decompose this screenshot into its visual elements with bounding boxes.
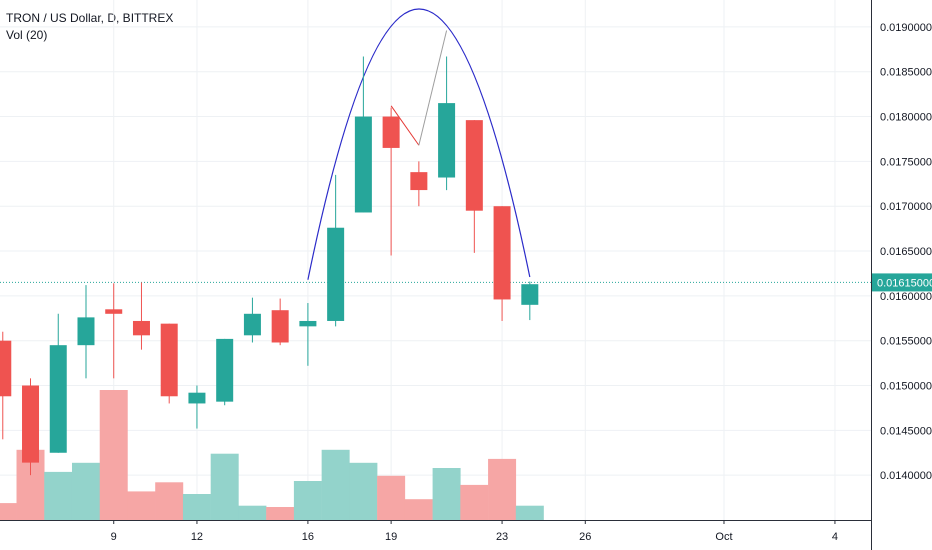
candle	[354, 56, 372, 213]
volume-bar	[321, 449, 350, 520]
candle-body	[132, 320, 150, 336]
x-tick-label: 16	[302, 531, 314, 543]
current-price-badge	[872, 273, 932, 292]
candle	[382, 107, 400, 256]
candle	[493, 206, 511, 321]
volume-bar	[44, 471, 73, 520]
candle-body	[105, 309, 123, 314]
candle	[327, 174, 345, 327]
candle-body	[243, 313, 261, 336]
volume-bar	[127, 491, 156, 520]
volume-bar	[460, 484, 489, 520]
candle-body	[382, 116, 400, 148]
candle-body	[160, 323, 178, 397]
candle-body	[271, 310, 289, 343]
x-tick-label: 26	[579, 531, 591, 543]
arc-drawing	[307, 8, 531, 280]
x-tick-label: 9	[111, 531, 117, 543]
candle	[77, 285, 95, 379]
drawing-annotations	[0, 8, 871, 283]
candle	[188, 385, 206, 429]
candlesticks	[0, 56, 539, 476]
volume-bar	[99, 390, 128, 520]
candle	[465, 120, 483, 253]
candle	[160, 323, 178, 404]
pattern-line-down	[390, 105, 420, 146]
candle-body	[216, 338, 234, 402]
symbol-title: TRON / US Dollar, D, BITTREX	[6, 11, 174, 25]
volume-bar	[488, 458, 517, 520]
volume-bar	[0, 503, 17, 520]
volume-bar	[515, 505, 544, 520]
chart-legend: TRON / US Dollar, D, BITTREX Vol (20)	[6, 10, 173, 44]
volume-bar	[182, 494, 211, 520]
candle	[438, 56, 456, 191]
x-tick-label: 12	[191, 531, 203, 543]
candle-body	[493, 206, 511, 300]
candle-body	[354, 116, 372, 213]
volume-indicator-label: Vol (20)	[6, 28, 48, 42]
x-tick-label: Oct	[715, 531, 732, 543]
candle	[271, 298, 289, 346]
candle	[22, 378, 40, 476]
volume-bar	[432, 468, 461, 520]
y-tick-label: 0.01900000	[880, 22, 932, 34]
candle-body	[22, 385, 40, 463]
candle-body	[410, 172, 428, 191]
volume-bar	[293, 481, 322, 520]
chart-grid	[0, 0, 871, 520]
volume-bars	[0, 390, 544, 520]
candle	[132, 282, 150, 350]
x-tick-label: 4	[832, 531, 838, 543]
volume-bar	[349, 462, 378, 520]
volume-bar	[238, 505, 267, 520]
candle	[49, 313, 67, 453]
x-tick-label: 23	[496, 531, 508, 543]
volume-bar	[210, 453, 239, 520]
candle	[299, 303, 317, 366]
volume-bar	[377, 475, 406, 520]
candle-body	[49, 345, 67, 453]
volume-bar	[266, 507, 295, 520]
candle	[0, 331, 12, 440]
candle-body	[299, 320, 317, 327]
volume-bar	[155, 482, 184, 520]
candle	[521, 281, 539, 321]
candle-body	[77, 317, 95, 346]
volume-bar	[404, 499, 433, 520]
candle	[105, 283, 123, 379]
candle	[410, 161, 428, 207]
candle-body	[521, 284, 539, 305]
candle-body	[188, 392, 206, 404]
candle-body	[438, 103, 456, 178]
candle	[243, 297, 261, 343]
current-price-label: 0.01615000	[877, 277, 932, 289]
volume-bar	[71, 462, 100, 520]
candle-body	[327, 227, 345, 321]
x-tick-label: 19	[385, 531, 397, 543]
candle	[216, 338, 234, 406]
candle-body	[0, 340, 12, 397]
candle-body	[465, 120, 483, 211]
pattern-line-up	[418, 30, 448, 146]
